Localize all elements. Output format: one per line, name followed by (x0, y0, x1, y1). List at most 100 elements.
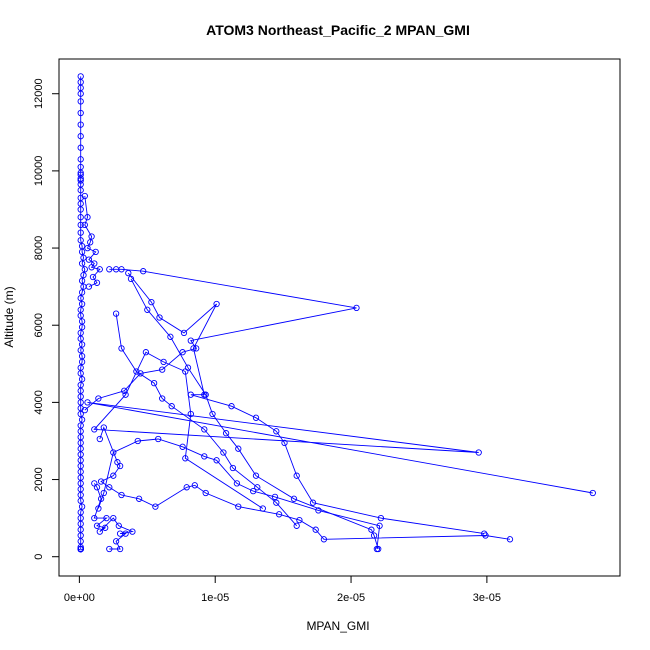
y-axis-label: Altitude (m) (2, 286, 16, 347)
data-point (271, 493, 279, 501)
data-point (110, 472, 117, 479)
data-point (112, 310, 120, 317)
data-point (116, 462, 124, 470)
data-point (377, 514, 385, 522)
data-point (102, 524, 109, 531)
data-point (95, 395, 102, 402)
series-3 (125, 269, 488, 537)
series-0 (77, 73, 88, 553)
data-point (77, 347, 84, 354)
data-point (93, 279, 101, 286)
data-point (88, 233, 95, 240)
data-point (228, 403, 235, 410)
data-point (481, 530, 488, 537)
series-line (93, 483, 135, 550)
data-point (100, 424, 107, 431)
data-point (150, 379, 158, 387)
series-2 (81, 266, 360, 414)
data-point (133, 368, 140, 375)
data-point (80, 254, 87, 261)
data-point (273, 428, 280, 435)
data-point (118, 266, 125, 273)
data-point (254, 484, 261, 491)
data-point (167, 333, 174, 340)
data-point (77, 229, 84, 236)
data-point (179, 349, 186, 356)
data-point (78, 277, 86, 284)
data-point (77, 312, 84, 319)
data-point (320, 536, 328, 543)
data-point (89, 273, 97, 281)
data-point (229, 464, 237, 472)
data-point (81, 221, 88, 229)
data-point (506, 536, 514, 543)
x-tick-label: 0e+00 (64, 592, 95, 604)
data-point (183, 484, 190, 491)
series-4 (127, 275, 382, 553)
data-point (77, 497, 84, 504)
data-point (106, 545, 113, 553)
data-point (88, 264, 95, 271)
data-point (78, 416, 86, 423)
data-point (84, 244, 91, 252)
series-line (97, 438, 381, 550)
series-line (84, 195, 101, 288)
data-point (77, 221, 84, 229)
data-point (376, 522, 383, 529)
data-point (116, 545, 124, 553)
y-tick-label: 2000 (33, 467, 45, 491)
data-point (202, 489, 209, 497)
data-point (368, 526, 375, 533)
data-point (296, 516, 303, 524)
data-point (589, 489, 596, 497)
data-point (140, 268, 147, 275)
y-axis: 0 2000 4000 6000 8000 10000 12000 (33, 78, 60, 560)
data-point (315, 507, 322, 514)
data-point (309, 499, 317, 506)
data-point (475, 449, 482, 456)
series-line (87, 351, 593, 509)
data-point (135, 495, 143, 502)
data-point (96, 266, 103, 273)
data-point (129, 528, 136, 535)
series-6 (84, 349, 596, 512)
data-point (144, 306, 151, 313)
y-tick-label: 6000 (33, 313, 45, 337)
data-point (293, 522, 300, 529)
data-point (482, 532, 489, 539)
data-point (202, 391, 209, 398)
data-point (373, 545, 381, 553)
data-point (290, 495, 298, 502)
data-point (106, 266, 113, 273)
data-point (220, 449, 227, 456)
data-point (142, 349, 150, 356)
data-point (84, 399, 91, 406)
series-line (127, 272, 485, 535)
data-point (81, 192, 88, 200)
data-point (115, 522, 122, 529)
data-point (77, 121, 84, 128)
data-point (134, 437, 141, 445)
data-point (91, 426, 98, 433)
x-axis-label: MPAN_GMI (306, 619, 369, 633)
data-point (80, 271, 87, 279)
data-point (77, 133, 84, 140)
data-point (191, 482, 198, 489)
plot-frame (58, 58, 621, 577)
data-point (85, 256, 93, 263)
data-point (93, 522, 101, 529)
data-point (77, 144, 84, 151)
data-point (77, 370, 84, 377)
data-point (78, 248, 86, 256)
data-point (78, 358, 86, 366)
data-point (112, 538, 120, 545)
data-layer (77, 73, 596, 553)
data-point (78, 341, 86, 348)
data-point (87, 239, 94, 246)
data-point (122, 391, 129, 398)
data-point (92, 248, 99, 256)
series-5 (112, 310, 300, 529)
data-point (77, 543, 84, 551)
series-line (99, 426, 511, 540)
